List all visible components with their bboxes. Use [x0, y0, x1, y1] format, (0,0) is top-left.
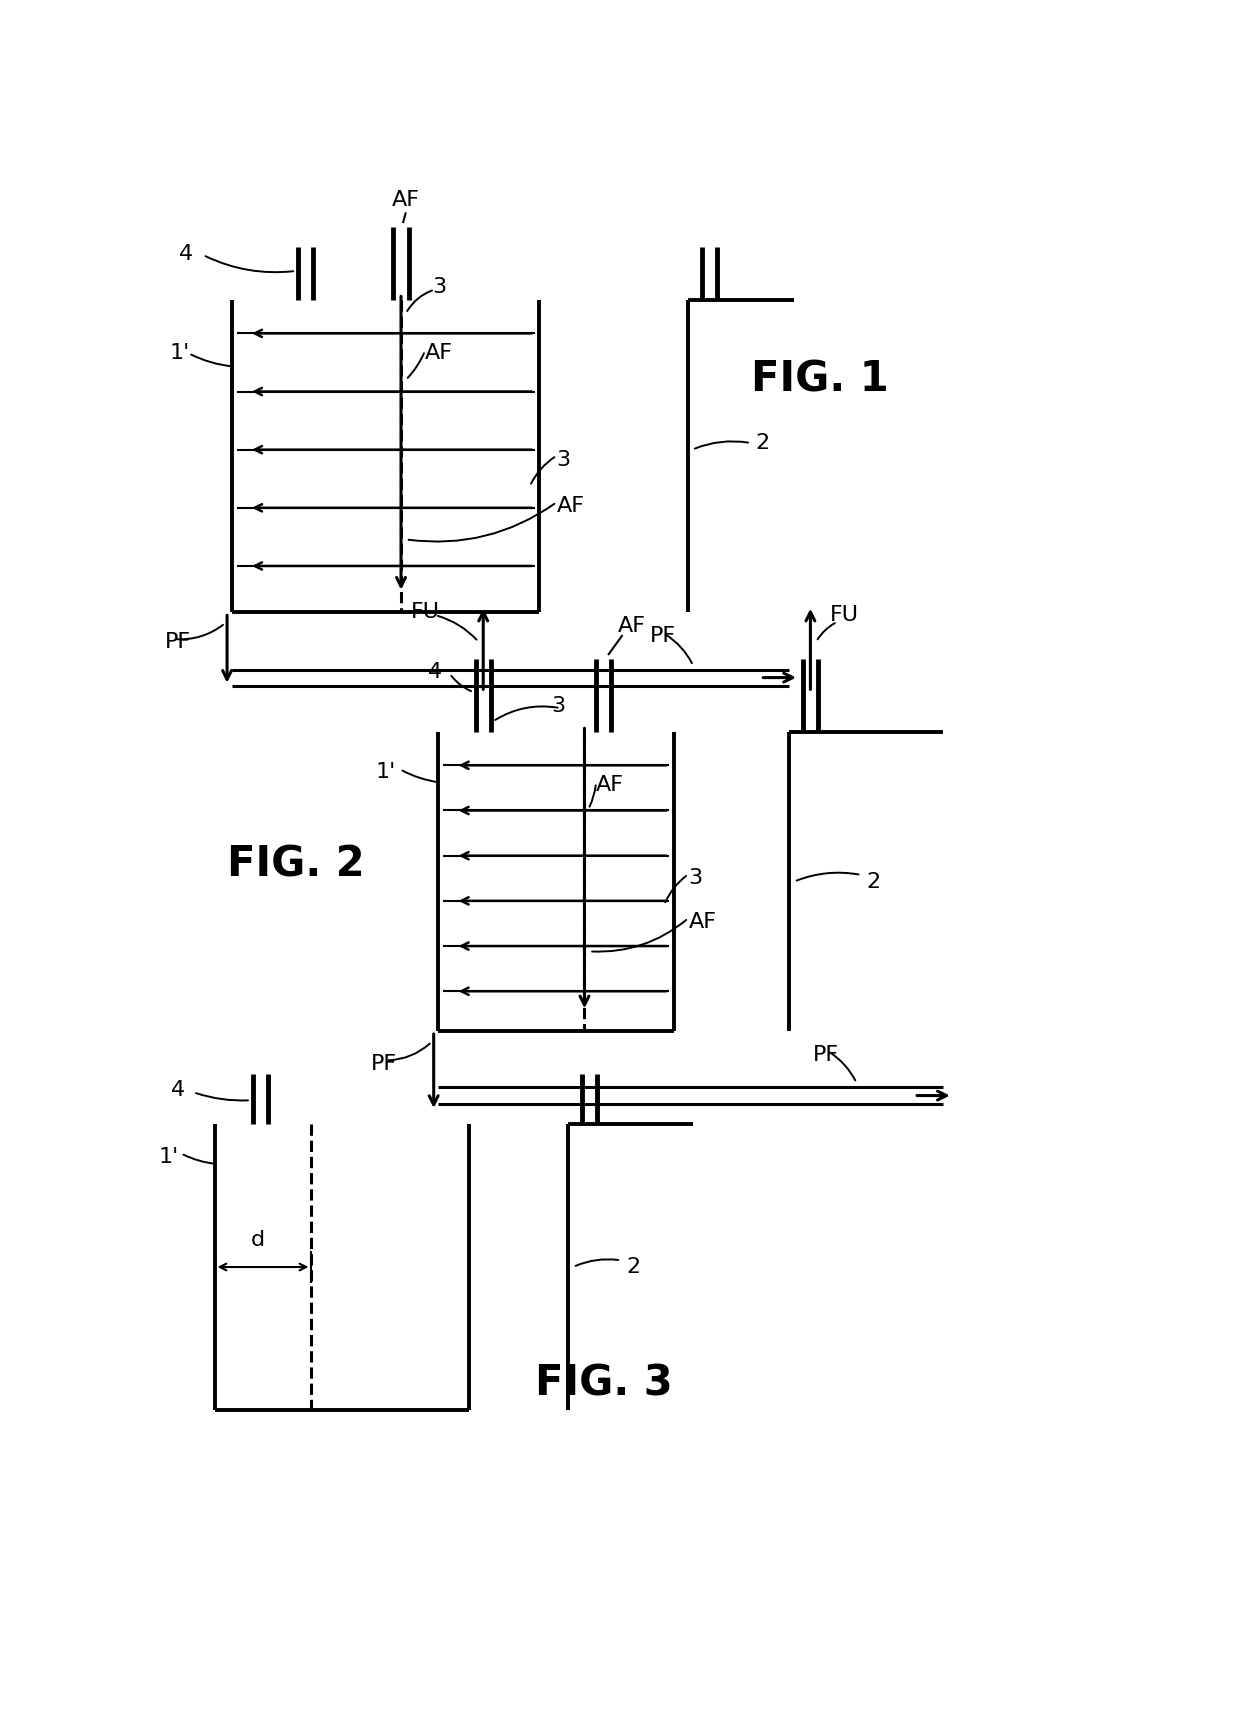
Text: PF: PF [813, 1044, 839, 1065]
Text: 2: 2 [626, 1257, 640, 1277]
Text: 3: 3 [432, 276, 446, 297]
Text: AF: AF [392, 190, 420, 211]
Text: d: d [252, 1231, 265, 1250]
Text: FIG. 2: FIG. 2 [227, 844, 365, 885]
Text: FU: FU [412, 602, 440, 623]
Text: 3: 3 [551, 696, 565, 716]
Text: 2: 2 [755, 433, 770, 452]
Text: PF: PF [165, 632, 191, 652]
Text: 2: 2 [866, 872, 880, 892]
Text: 1': 1' [376, 761, 397, 782]
Text: PF: PF [650, 627, 676, 647]
Text: 3: 3 [557, 450, 570, 469]
Text: AF: AF [425, 343, 453, 362]
Text: AF: AF [688, 911, 717, 932]
Text: AF: AF [596, 775, 624, 796]
Text: 1': 1' [170, 343, 190, 362]
Text: PF: PF [371, 1055, 397, 1074]
Text: AF: AF [557, 495, 585, 516]
Text: FIG. 3: FIG. 3 [534, 1362, 672, 1405]
Text: FU: FU [830, 606, 858, 625]
Text: AF: AF [618, 616, 646, 635]
Text: 4: 4 [171, 1079, 186, 1099]
Text: FIG. 1: FIG. 1 [751, 359, 889, 400]
Text: 1': 1' [159, 1148, 179, 1167]
Text: 4: 4 [179, 243, 193, 264]
Text: 3: 3 [688, 868, 703, 889]
Text: 4: 4 [428, 663, 441, 682]
